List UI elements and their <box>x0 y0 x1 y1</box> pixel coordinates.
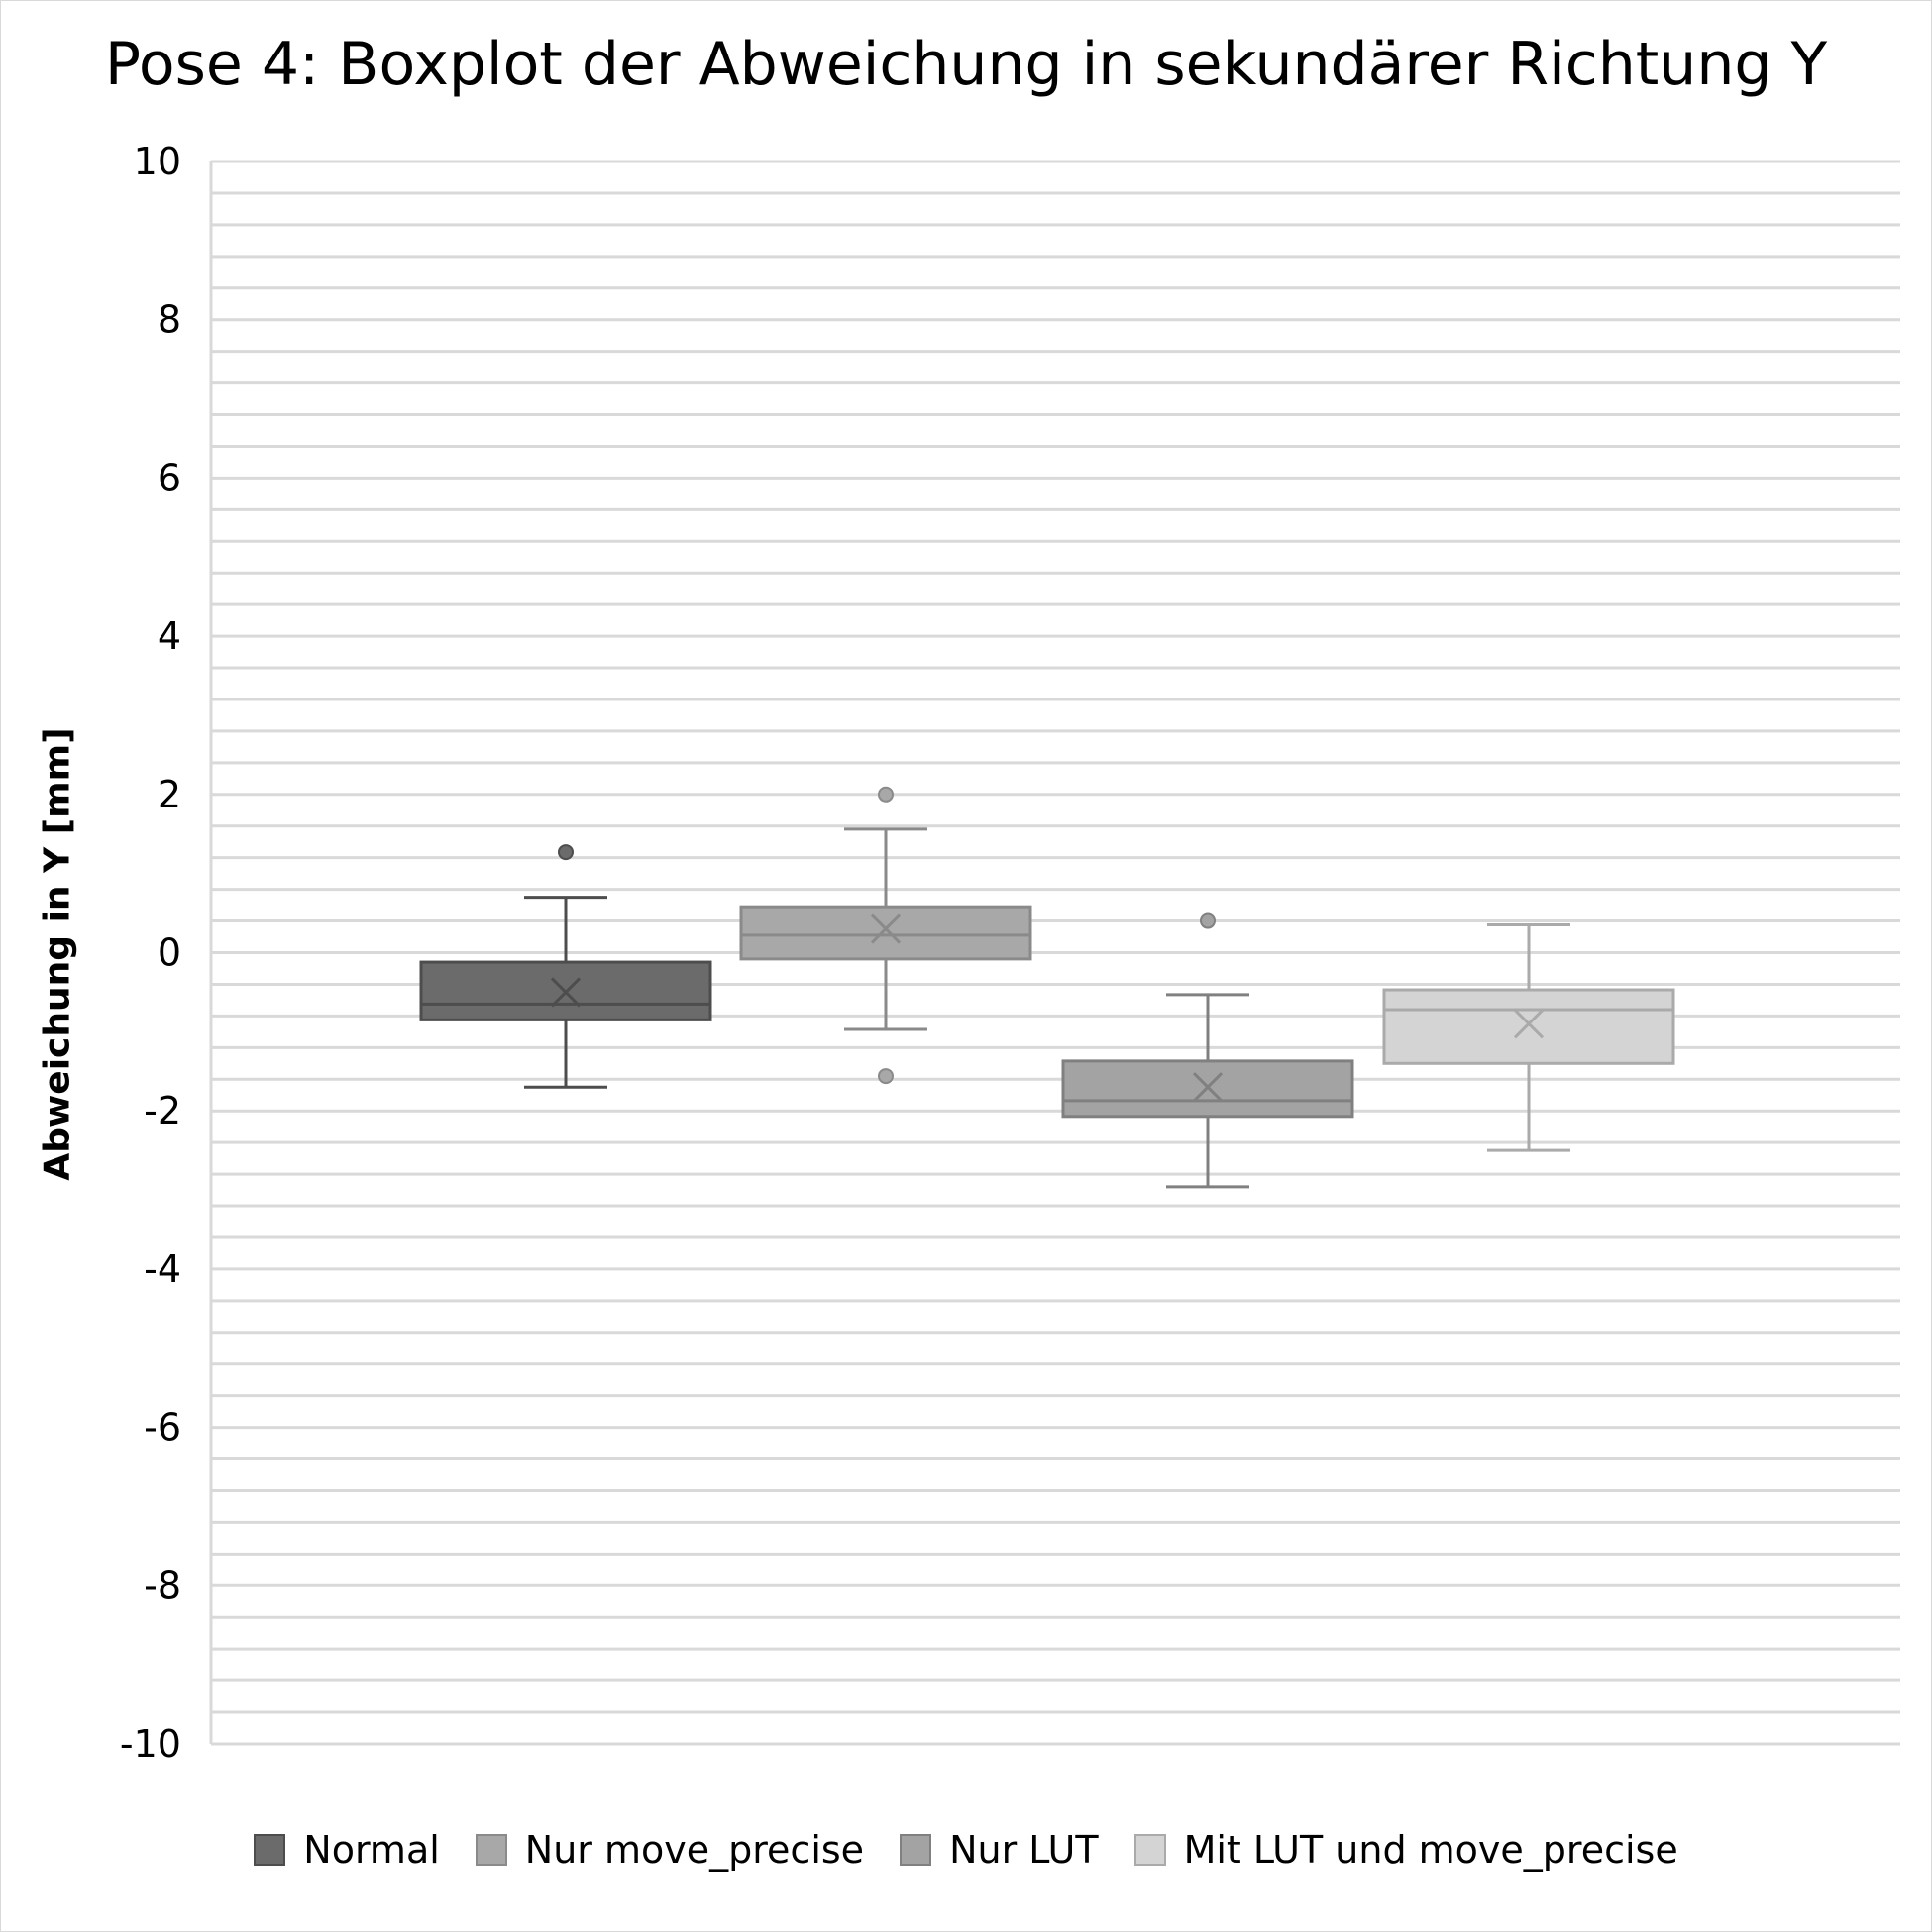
legend-swatch <box>254 1834 286 1866</box>
mean-marker <box>1192 1072 1224 1103</box>
y-tick-label: 6 <box>158 456 181 499</box>
outlier-point <box>878 1068 894 1085</box>
outlier-point <box>558 844 574 861</box>
y-tick-labels: 10 8 6 4 2 0 -2 -4 -6 -8 -10 <box>120 140 181 1766</box>
legend-swatch <box>475 1834 507 1866</box>
mean-marker <box>1513 1009 1545 1039</box>
legend-item: Nur move_precise <box>475 1828 865 1872</box>
y-tick-label: 0 <box>158 931 181 975</box>
boxplot-4 <box>1382 923 1675 1152</box>
outlier-point <box>878 786 894 803</box>
boxplot-2 <box>739 786 1032 1085</box>
y-tick-label: -8 <box>144 1563 181 1607</box>
legend-item: Nur LUT <box>900 1828 1099 1872</box>
box-iqr <box>1382 988 1675 1065</box>
grid-lines <box>209 160 1900 1746</box>
mean-marker <box>870 913 902 944</box>
legend-item: Normal <box>254 1828 440 1872</box>
mean-marker <box>550 977 582 1008</box>
legend-swatch <box>900 1834 932 1866</box>
y-tick-label: 10 <box>134 140 181 183</box>
y-tick-label: 4 <box>158 614 181 658</box>
y-tick-label: -2 <box>144 1089 181 1132</box>
box-iqr <box>739 905 1032 961</box>
legend-swatch <box>1133 1834 1166 1866</box>
y-tick-label: -6 <box>144 1406 181 1449</box>
legend-label: Nur move_precise <box>524 1828 865 1872</box>
legend-label: Normal <box>303 1828 440 1872</box>
y-tick-label: -10 <box>120 1722 181 1766</box>
legend: Normal Nur move_precise Nur LUT Mit LUT und… <box>0 1828 1932 1872</box>
legend-label: Nur LUT <box>949 1828 1099 1872</box>
legend-label: Mit LUT und move_precise <box>1183 1828 1678 1872</box>
y-tick-label: 2 <box>158 773 181 816</box>
y-tick-label: -4 <box>144 1247 181 1291</box>
chart-title: Pose 4: Boxplot der Abweichung in sekund… <box>104 30 1828 99</box>
outlier-point <box>1200 912 1216 929</box>
boxplots <box>419 786 1675 1189</box>
boxplot-3 <box>1061 912 1354 1189</box>
legend-item: Mit LUT und move_precise <box>1133 1828 1678 1872</box>
boxplot-1 <box>419 844 712 1089</box>
y-tick-label: 8 <box>158 298 181 342</box>
